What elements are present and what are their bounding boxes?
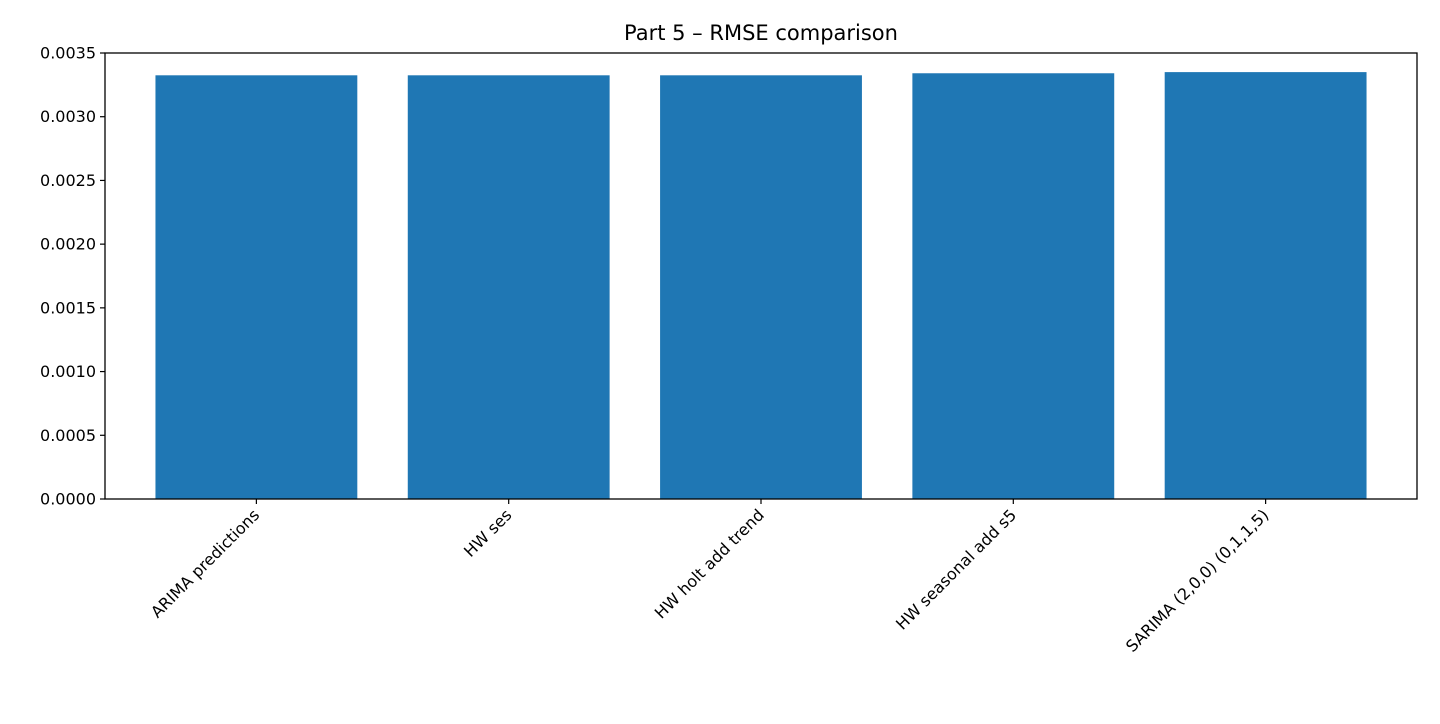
x-tick-label: HW seasonal add s5 — [892, 505, 1020, 633]
y-tick-label: 0.0015 — [40, 298, 96, 317]
x-axis: ARIMA predictions HW ses HW holt add trend… — [147, 499, 1272, 656]
y-tick-label: 0.0010 — [40, 362, 96, 381]
y-tick-label: 0.0030 — [40, 107, 96, 126]
bars-layer — [155, 72, 1367, 500]
bar — [912, 73, 1115, 499]
bar — [660, 75, 862, 500]
y-tick-label: 0.0000 — [40, 490, 96, 509]
bar — [1164, 72, 1367, 500]
y-axis: 0.0000 0.0005 0.0010 0.0015 0.0020 0.0025 0.00… — [40, 44, 105, 509]
x-tick-label: ARIMA predictions — [147, 505, 263, 621]
y-tick-label: 0.0005 — [40, 426, 96, 445]
bar — [407, 75, 610, 500]
y-tick-label: 0.0025 — [40, 171, 96, 190]
chart-title: Part 5 – RMSE comparison — [624, 21, 898, 45]
bar — [155, 75, 358, 500]
plot-frame — [104, 52, 1418, 500]
x-tick-label: SARIMA (2,0,0) (0,1,1,5) — [1122, 505, 1272, 655]
y-tick-label: 0.0020 — [40, 235, 96, 254]
x-tick-label: HW holt add trend — [651, 505, 768, 622]
y-tick-label: 0.0035 — [40, 44, 96, 63]
x-tick-label: HW ses — [460, 505, 515, 560]
